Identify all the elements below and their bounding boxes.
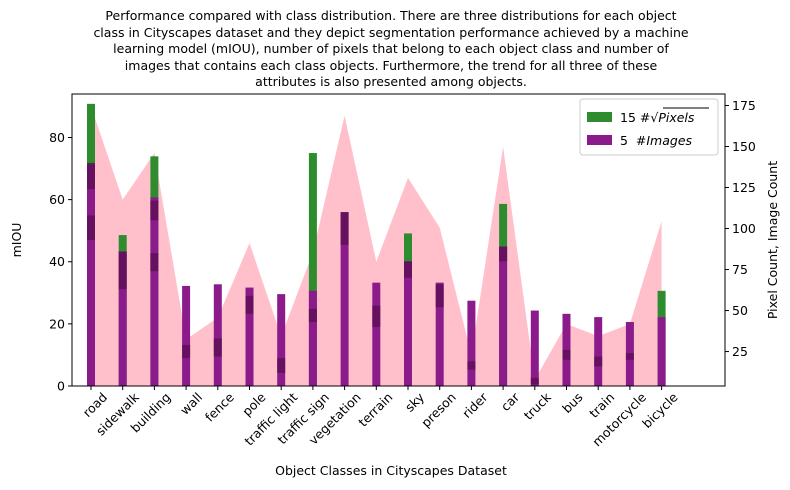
y-right-tick-label: 75 xyxy=(732,262,748,277)
x-tick-label: preson xyxy=(418,390,459,431)
x-axis-label: Object Classes in Cityscapes Dataset xyxy=(275,463,507,478)
x-tick-label: bus xyxy=(559,390,585,416)
y-axis-right-label: Pixel Count, Image Count xyxy=(765,161,780,319)
y-left-tick-label: 40 xyxy=(49,254,65,269)
images-bar xyxy=(340,212,349,386)
images-bar-dark-segment xyxy=(435,284,444,308)
y-right-tick-label: 150 xyxy=(732,139,756,154)
images-bar xyxy=(404,261,412,386)
images-bar xyxy=(372,282,381,386)
x-tick-label: rider xyxy=(459,389,491,421)
title-line: Performance compared with class distribu… xyxy=(105,8,676,23)
x-tick-label: bicycle xyxy=(639,389,681,431)
y-right-tick-label: 175 xyxy=(732,98,756,113)
plot-frame xyxy=(71,93,726,387)
images-bar xyxy=(435,282,444,386)
legend-swatch-pixels xyxy=(587,112,612,122)
legend-radical-sign: √ xyxy=(650,110,658,125)
x-tick-label: terrain xyxy=(355,390,395,430)
legend-prefix-pixels: 15 # xyxy=(620,110,650,125)
images-bar xyxy=(87,164,95,386)
images-bar-dark-segment xyxy=(625,353,634,360)
baseline-mask xyxy=(72,386,725,390)
images-bar-dark-segment xyxy=(308,308,317,323)
legend-frame xyxy=(579,98,719,156)
images-bar-dark-segment xyxy=(87,162,95,190)
legend-radicand-pixels: Pixels xyxy=(658,110,695,125)
images-bar xyxy=(499,246,508,386)
title-line: attributes is also presented among objec… xyxy=(255,74,527,89)
images-bar-dark-segment xyxy=(562,349,571,360)
images-bar xyxy=(308,290,317,386)
y-axis-left-label: mIOU xyxy=(9,223,24,258)
images-bar xyxy=(182,285,191,386)
y-right-tick-label: 25 xyxy=(732,344,748,359)
y-left-tick-label: 60 xyxy=(49,192,65,207)
miou-area xyxy=(91,106,662,386)
images-bar-dark-segment xyxy=(87,215,95,240)
images-bar-dark-segment xyxy=(340,212,349,245)
images-bar-dark-segment xyxy=(404,261,412,278)
pixels-bar xyxy=(308,153,317,386)
images-bar xyxy=(467,300,476,386)
images-bar-dark-segment xyxy=(594,356,603,367)
legend: 15 #√Pixels 5 #Images xyxy=(579,98,719,156)
x-tick-label: truck xyxy=(521,389,555,423)
images-bar xyxy=(657,317,666,386)
y-left-tick-label: 80 xyxy=(49,130,65,145)
legend-prefix-images: 5 # xyxy=(620,133,646,148)
title-line: learning model (mIOU), number of pixels … xyxy=(113,41,669,56)
legend-swatch-images xyxy=(587,135,612,145)
images-bar xyxy=(245,287,254,386)
x-tick-label: fence xyxy=(202,389,237,424)
legend-label-images: 5 #Images xyxy=(620,133,693,148)
legend-var-images: Images xyxy=(646,133,692,148)
images-bar-dark-segment xyxy=(372,305,381,327)
title-line: images that contains each class objects.… xyxy=(125,58,658,73)
images-bar-dark-segment xyxy=(150,200,159,221)
images-bar-dark-segment xyxy=(182,344,191,359)
images-bar xyxy=(277,294,286,386)
y-right-tick-label: 125 xyxy=(732,180,756,195)
images-bar xyxy=(594,317,603,386)
images-bar-dark-segment xyxy=(213,338,222,357)
images-bar xyxy=(213,284,222,386)
images-bar-dark-segment xyxy=(277,358,286,373)
plot-area xyxy=(72,103,725,390)
images-bar xyxy=(562,313,571,386)
y-left-tick-label: 20 xyxy=(49,316,65,331)
images-bar xyxy=(118,251,127,386)
images-bar-dark-segment xyxy=(245,295,254,314)
legend-label-pixels: 15 #√Pixels xyxy=(620,110,695,125)
y-left-tick-label: 0 xyxy=(57,379,65,394)
x-tick-label: car xyxy=(498,389,523,414)
images-bar-dark-segment xyxy=(118,251,127,290)
images-bar-dark-segment xyxy=(530,377,539,385)
chart-title: Performance compared with class distribu… xyxy=(93,8,688,89)
images-bar-dark-segment xyxy=(150,253,159,272)
images-bar xyxy=(150,197,159,386)
title-line: class in Cityscapes dataset and they dep… xyxy=(93,25,688,40)
x-tick-label: sky xyxy=(402,389,428,415)
images-bar xyxy=(530,310,539,386)
y-right-tick-label: 100 xyxy=(732,221,756,236)
images-bar-dark-segment xyxy=(499,246,508,262)
images-bar-dark-segment xyxy=(467,361,476,370)
y-right-tick-label: 50 xyxy=(732,303,748,318)
